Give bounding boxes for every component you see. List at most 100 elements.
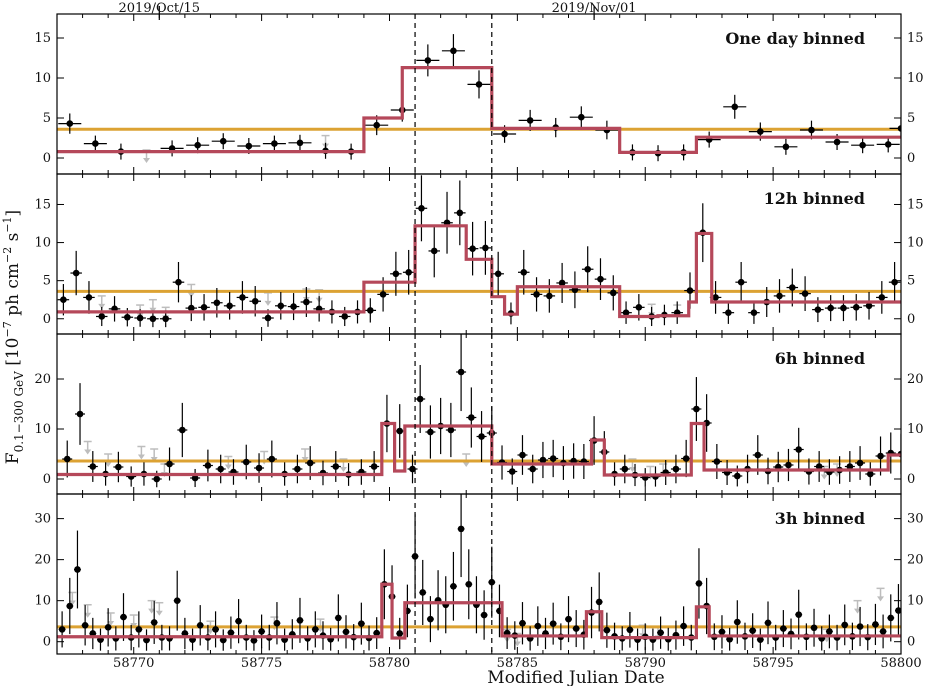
data-point xyxy=(342,628,350,636)
data-point xyxy=(296,139,304,147)
data-point xyxy=(72,269,80,277)
data-point xyxy=(456,209,464,217)
y-tick-label-right: 20 xyxy=(907,372,924,387)
data-point xyxy=(865,302,873,310)
data-point xyxy=(494,270,502,278)
data-point xyxy=(427,428,434,436)
date-label: 2019/Oct/15 xyxy=(119,1,201,16)
data-point xyxy=(782,143,790,151)
bayesian-blocks xyxy=(57,582,901,640)
data-point xyxy=(534,622,542,630)
panel-1: 0 0 5 5 10 10 15 15 One day binned xyxy=(34,13,924,175)
data-point xyxy=(424,57,432,64)
data-point xyxy=(815,463,823,470)
data-point xyxy=(296,617,304,624)
y-tick-label-right: 20 xyxy=(907,553,924,568)
upper-limit-arrow xyxy=(149,307,157,313)
data-point xyxy=(891,278,898,286)
data-point xyxy=(457,368,465,376)
data-point xyxy=(457,525,465,533)
data-point xyxy=(181,630,189,637)
data-point xyxy=(808,126,815,134)
y-tick-label-left: 10 xyxy=(34,594,51,609)
data-point xyxy=(219,137,227,145)
data-point xyxy=(526,117,534,124)
y-tick-label-right: 5 xyxy=(907,274,915,289)
x-tick-label: 58790 xyxy=(625,656,666,671)
upper-limit-arrow xyxy=(264,300,272,306)
data-point xyxy=(872,621,879,628)
data-point xyxy=(294,465,301,473)
data-point xyxy=(212,626,219,633)
data-point xyxy=(801,290,809,297)
y-tick-label-right: 0 xyxy=(907,312,915,327)
y-tick-label-right: 10 xyxy=(907,594,924,609)
data-point xyxy=(856,459,864,467)
data-point xyxy=(884,141,892,148)
y-tick-label-left: 10 xyxy=(34,422,51,437)
data-point xyxy=(175,278,182,286)
data-point xyxy=(277,302,285,310)
y-tick-label-right: 10 xyxy=(907,236,924,251)
y-axis-title-exp3: −1 xyxy=(1,216,14,232)
data-point xyxy=(60,296,67,304)
data-point xyxy=(74,566,81,573)
data-point xyxy=(124,313,131,321)
data-point xyxy=(173,597,181,604)
panel-4: 0 0 10 10 20 20 30 30 3h binned xyxy=(34,493,924,655)
data-point xyxy=(833,138,841,146)
upper-limit-arrow xyxy=(462,462,470,467)
data-point xyxy=(867,470,874,478)
data-point xyxy=(396,427,404,435)
panel-3: 0 0 10 10 20 20 6h binned xyxy=(34,333,924,495)
data-point xyxy=(584,265,591,273)
data-point xyxy=(578,113,585,121)
y-axis-title-exp2: −2 xyxy=(1,247,14,263)
y-tick-label-left: 20 xyxy=(34,372,51,387)
upper-limit-arrow xyxy=(224,464,232,470)
data-point xyxy=(731,103,739,111)
upper-limit-arrow xyxy=(513,641,521,647)
data-point xyxy=(764,619,772,627)
data-point xyxy=(396,630,404,637)
data-point xyxy=(508,468,516,475)
bayesian-blocks xyxy=(57,421,901,477)
data-point xyxy=(827,304,834,312)
data-point xyxy=(98,313,106,320)
data-point xyxy=(672,465,680,473)
data-point xyxy=(533,291,540,298)
data-point xyxy=(290,303,297,310)
upper-limit-arrow xyxy=(84,449,92,455)
data-point xyxy=(373,121,380,129)
data-point xyxy=(409,465,416,473)
data-point xyxy=(153,475,161,483)
data-point xyxy=(897,125,901,132)
data-point xyxy=(597,275,604,283)
data-point xyxy=(373,629,380,637)
y-tick-label-left: 15 xyxy=(34,31,51,46)
panel-plot-area xyxy=(57,494,901,651)
data-point xyxy=(480,611,488,619)
data-point xyxy=(66,120,74,127)
upper-limit-arrow xyxy=(628,467,636,472)
data-point xyxy=(149,315,157,323)
data-point xyxy=(757,128,764,135)
y-tick-label-left: 0 xyxy=(43,635,51,650)
x-tick-label: 58770 xyxy=(113,656,154,671)
data-point xyxy=(826,628,833,635)
data-point xyxy=(626,626,634,634)
upper-limit-arrow xyxy=(107,620,115,626)
data-point xyxy=(887,614,895,622)
data-point xyxy=(852,304,860,311)
y-tick-label-left: 10 xyxy=(34,236,51,251)
data-point xyxy=(89,630,97,637)
y-tick-label-right: 0 xyxy=(907,635,915,650)
y-tick-label-left: 0 xyxy=(43,151,51,166)
data-point xyxy=(879,628,887,635)
data-point xyxy=(539,456,547,464)
data-point xyxy=(529,465,537,473)
data-point xyxy=(789,284,796,291)
data-point xyxy=(754,451,762,459)
data-point xyxy=(488,578,496,586)
